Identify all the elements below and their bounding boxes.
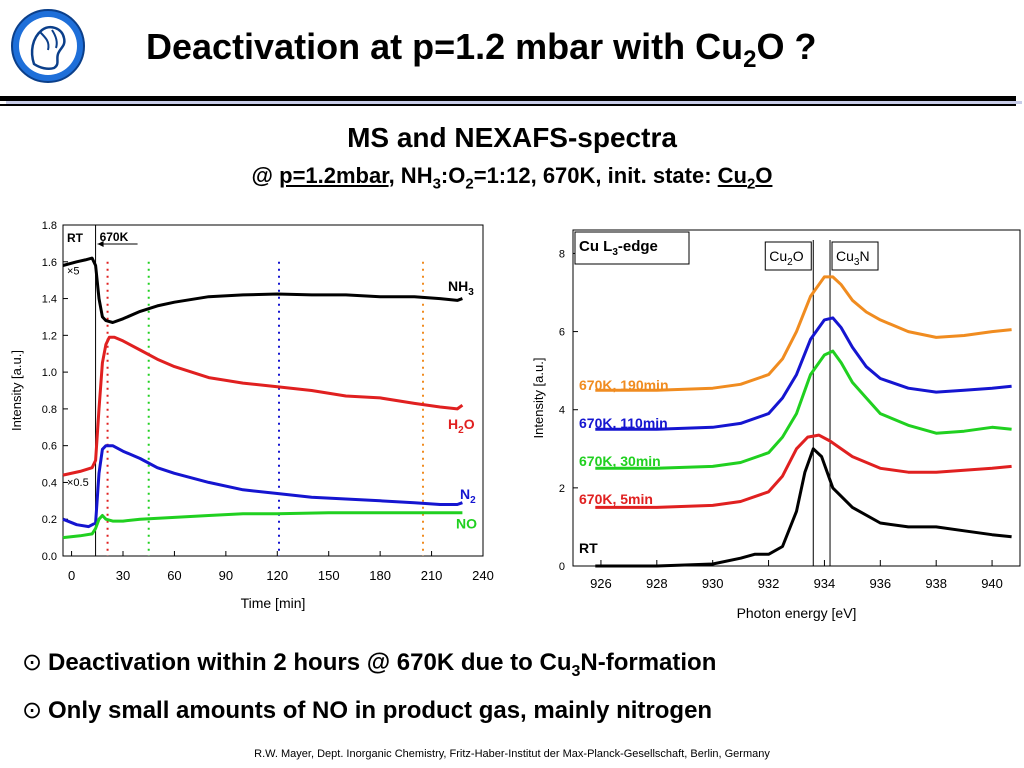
series-line	[63, 337, 462, 475]
footer-credit: R.W. Mayer, Dept. Inorganic Chemistry, F…	[0, 748, 1024, 760]
x-tick-label: 934	[814, 576, 836, 591]
x-tick-label: 930	[702, 576, 724, 591]
x-tick-label: 90	[219, 568, 233, 583]
x-tick-label: 150	[318, 568, 340, 583]
series-line	[595, 351, 1011, 468]
y-tick-label: 1.6	[42, 257, 57, 269]
y-tick-label: 1.2	[42, 330, 57, 342]
series-line	[63, 513, 462, 538]
x-tick-label: 30	[116, 568, 130, 583]
y-tick-label: 0.4	[42, 477, 57, 489]
ms-chart: 0.0 0.2 0.4 0.6 0.8 1.0 1.2 1.4 1.6 1.8 0 30 60 90 120…	[0, 214, 512, 618]
y-tick-label: 1.8	[42, 220, 57, 232]
x-tick-label: 938	[925, 576, 947, 591]
bullet-2: ⊙ Only small amounts of NO in product gas…	[22, 696, 712, 725]
y-tick-label: 0	[559, 561, 565, 573]
nexafs-chart: 0 2 4 6 8 926 928 930 932 934 936 938 940 Photon ener…	[512, 214, 1024, 628]
series-line	[63, 258, 462, 322]
page-title: Deactivation at p=1.2 mbar with Cu2O ?	[146, 26, 817, 74]
plot-frame	[63, 225, 483, 556]
y-tick-label: 0.2	[42, 514, 57, 526]
rt-label: RT	[67, 231, 84, 245]
x-tick-label: 936	[869, 576, 891, 591]
x-tick-label: 60	[167, 568, 181, 583]
bullet-circle-icon: ⊙	[22, 696, 48, 725]
x-axis-label: Time [min]	[241, 595, 306, 611]
bullet-circle-icon: ⊙	[22, 648, 48, 677]
y-tick-label: 4	[559, 405, 565, 417]
series-line	[595, 277, 1011, 390]
series-label: NH3	[448, 278, 474, 298]
x-tick-label: 932	[758, 576, 780, 591]
series-label: RT	[579, 540, 598, 556]
series-label: 670K, 5min	[579, 491, 653, 507]
series-label: H2O	[448, 416, 475, 436]
y-axis-label: Intensity [a.u.]	[531, 358, 546, 439]
x-tick-label: 180	[369, 568, 391, 583]
x-axis-label: Photon energy [eV]	[737, 605, 857, 621]
y-tick-label: 1.4	[42, 294, 57, 306]
y-tick-label: 1.0	[42, 367, 57, 379]
institute-logo	[10, 8, 86, 84]
scale-label: ×5	[67, 266, 80, 278]
series-label: 670K, 110min	[579, 415, 668, 431]
y-tick-label: 8	[559, 248, 565, 260]
bullet-1: ⊙ Deactivation within 2 hours @ 670K due …	[22, 648, 716, 681]
x-tick-label: 926	[590, 576, 612, 591]
x-tick-label: 940	[981, 576, 1003, 591]
hot-label: 670K	[100, 230, 129, 244]
y-tick-label: 6	[559, 327, 565, 339]
x-tick-label: 120	[266, 568, 288, 583]
y-tick-label: 0.0	[42, 551, 57, 563]
series-line	[595, 318, 1011, 429]
series-label: 670K, 30min	[579, 453, 661, 469]
x-tick-label: 210	[421, 568, 443, 583]
conditions-line: @ p=1.2mbar, NH3:O2=1:12, 670K, init. st…	[0, 163, 1024, 192]
series-label: 670K, 190min	[579, 377, 669, 393]
x-tick-label: 0	[68, 568, 75, 583]
x-tick-label: 240	[472, 568, 494, 583]
series-line	[595, 435, 1011, 507]
plot-frame	[573, 230, 1020, 566]
y-tick-label: 0.6	[42, 441, 57, 453]
scale-label: ×0.5	[67, 477, 89, 489]
title-divider-thin	[0, 104, 1016, 106]
y-axis-label: Intensity [a.u.]	[9, 350, 24, 431]
x-tick-label: 928	[646, 576, 668, 591]
slide-subtitle: MS and NEXAFS-spectra	[0, 122, 1024, 154]
series-label: NO	[456, 515, 477, 531]
y-tick-label: 2	[559, 483, 565, 495]
y-tick-label: 0.8	[42, 404, 57, 416]
